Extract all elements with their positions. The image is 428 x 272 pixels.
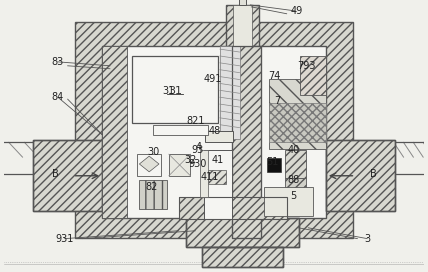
Text: 31: 31 xyxy=(168,86,182,96)
Bar xyxy=(267,158,281,172)
Text: 49: 49 xyxy=(291,6,303,16)
Text: 930: 930 xyxy=(188,159,206,169)
Bar xyxy=(33,140,102,211)
Bar xyxy=(205,131,233,142)
Text: 7: 7 xyxy=(274,96,280,106)
Bar xyxy=(220,46,240,140)
Bar xyxy=(131,56,218,123)
Text: 40: 40 xyxy=(288,145,300,155)
Text: 491: 491 xyxy=(204,73,222,84)
Bar xyxy=(185,218,300,248)
Text: 30: 30 xyxy=(147,147,159,157)
Bar xyxy=(285,150,306,178)
Bar xyxy=(202,248,283,267)
Text: B: B xyxy=(370,169,377,179)
Text: 5: 5 xyxy=(291,191,297,201)
Text: 32: 32 xyxy=(184,155,196,165)
Text: 821: 821 xyxy=(186,116,205,126)
Bar xyxy=(204,150,232,219)
Text: 931: 931 xyxy=(56,234,74,244)
Bar xyxy=(269,79,326,149)
Text: 83: 83 xyxy=(52,57,64,67)
Bar xyxy=(102,46,127,218)
Bar xyxy=(208,170,226,184)
Bar xyxy=(233,5,252,46)
Bar xyxy=(178,197,287,219)
Text: 88: 88 xyxy=(288,175,300,185)
Bar xyxy=(264,187,313,216)
Bar xyxy=(202,248,283,267)
Bar xyxy=(140,180,167,209)
Text: 31: 31 xyxy=(163,86,175,96)
Text: 84: 84 xyxy=(52,92,64,102)
Text: 4: 4 xyxy=(195,142,201,152)
Bar xyxy=(185,218,300,248)
Polygon shape xyxy=(140,156,159,172)
Bar xyxy=(232,46,261,238)
Text: 41: 41 xyxy=(212,155,224,165)
Bar xyxy=(200,150,208,197)
Text: 74: 74 xyxy=(268,71,280,81)
Text: B: B xyxy=(51,169,58,179)
Text: 411: 411 xyxy=(201,172,219,182)
Bar xyxy=(232,46,261,238)
Bar xyxy=(153,125,208,135)
Text: 793: 793 xyxy=(297,61,315,71)
Bar xyxy=(74,21,354,238)
Text: 3: 3 xyxy=(364,234,370,244)
Bar xyxy=(137,154,161,176)
Bar xyxy=(102,46,326,218)
Bar xyxy=(326,140,395,211)
Bar xyxy=(33,140,102,211)
Text: 93: 93 xyxy=(191,145,203,155)
Bar xyxy=(178,197,287,219)
Text: 51: 51 xyxy=(266,157,278,167)
Bar xyxy=(285,178,306,207)
Bar xyxy=(326,140,395,211)
Text: 48: 48 xyxy=(209,126,221,136)
Bar xyxy=(269,103,326,142)
Bar xyxy=(238,0,247,5)
Text: 82: 82 xyxy=(145,182,158,191)
Bar xyxy=(300,56,326,95)
Bar xyxy=(169,154,190,176)
Bar xyxy=(226,5,259,46)
